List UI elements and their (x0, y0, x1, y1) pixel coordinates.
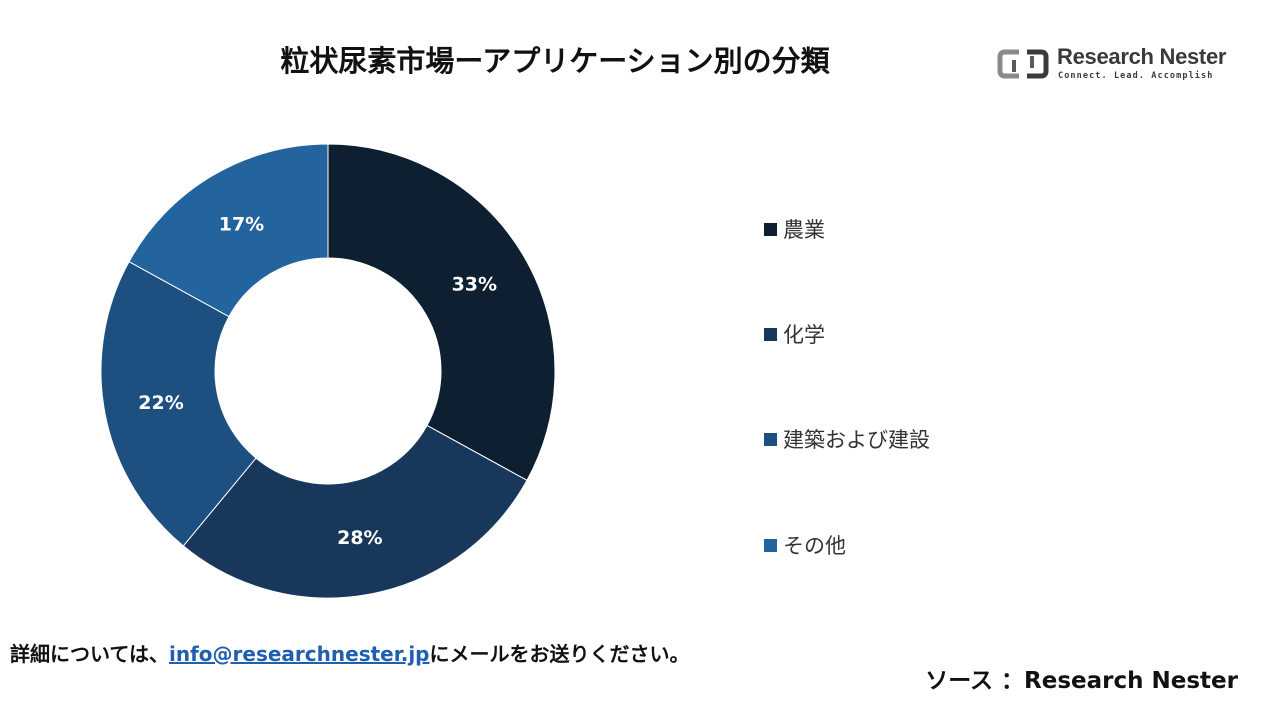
chart-legend: 農業化学建築および建設 その他 (764, 0, 1064, 720)
research-nester-logo: Research Nester Connect. Lead. Accomplis… (997, 44, 1227, 88)
source-credit: ソース ：Research Nester (925, 668, 1238, 694)
legend-label: 建築および建設 (783, 428, 930, 452)
chart-title: 粒状尿素市場ーアプリケーション別の分類 (280, 44, 830, 78)
legend-label: 農業 (783, 218, 825, 242)
legend-item: その他 (764, 530, 846, 560)
legend-label: その他 (783, 534, 846, 558)
contact-suffix: にメールをお送りください。 (429, 642, 690, 666)
legend-swatch (764, 222, 777, 236)
legend-item: 建築および建設 (764, 424, 930, 454)
contact-email-link[interactable]: info@researchnester.jp (169, 642, 430, 666)
logo-mark-icon (997, 49, 1049, 79)
legend-item: 化学 (764, 319, 825, 349)
donut-slice (100, 260, 257, 547)
slice-value-label: 17% (219, 214, 264, 236)
slice-value-label: 33% (452, 273, 497, 295)
logo-name: Research Nester (1057, 44, 1227, 69)
logo-tagline: Connect. Lead. Accomplish (1058, 71, 1214, 81)
slice-value-label: 22% (138, 392, 183, 414)
contact-line: 詳細については、info@researchnester.jpにメールをお送りくだ… (10, 638, 690, 667)
legend-swatch (764, 538, 777, 552)
donut-slice (182, 424, 528, 599)
legend-item: 農業 (764, 214, 825, 244)
contact-prefix: 詳細については、 (10, 642, 169, 666)
donut-slice (128, 143, 329, 318)
legend-label: 化学 (783, 323, 825, 347)
slice-value-label: 28% (337, 527, 382, 549)
donut-chart: 33% 28% 22% 17% (100, 143, 556, 599)
legend-swatch (764, 432, 777, 446)
donut-slice (327, 143, 556, 482)
legend-swatch (764, 327, 777, 341)
